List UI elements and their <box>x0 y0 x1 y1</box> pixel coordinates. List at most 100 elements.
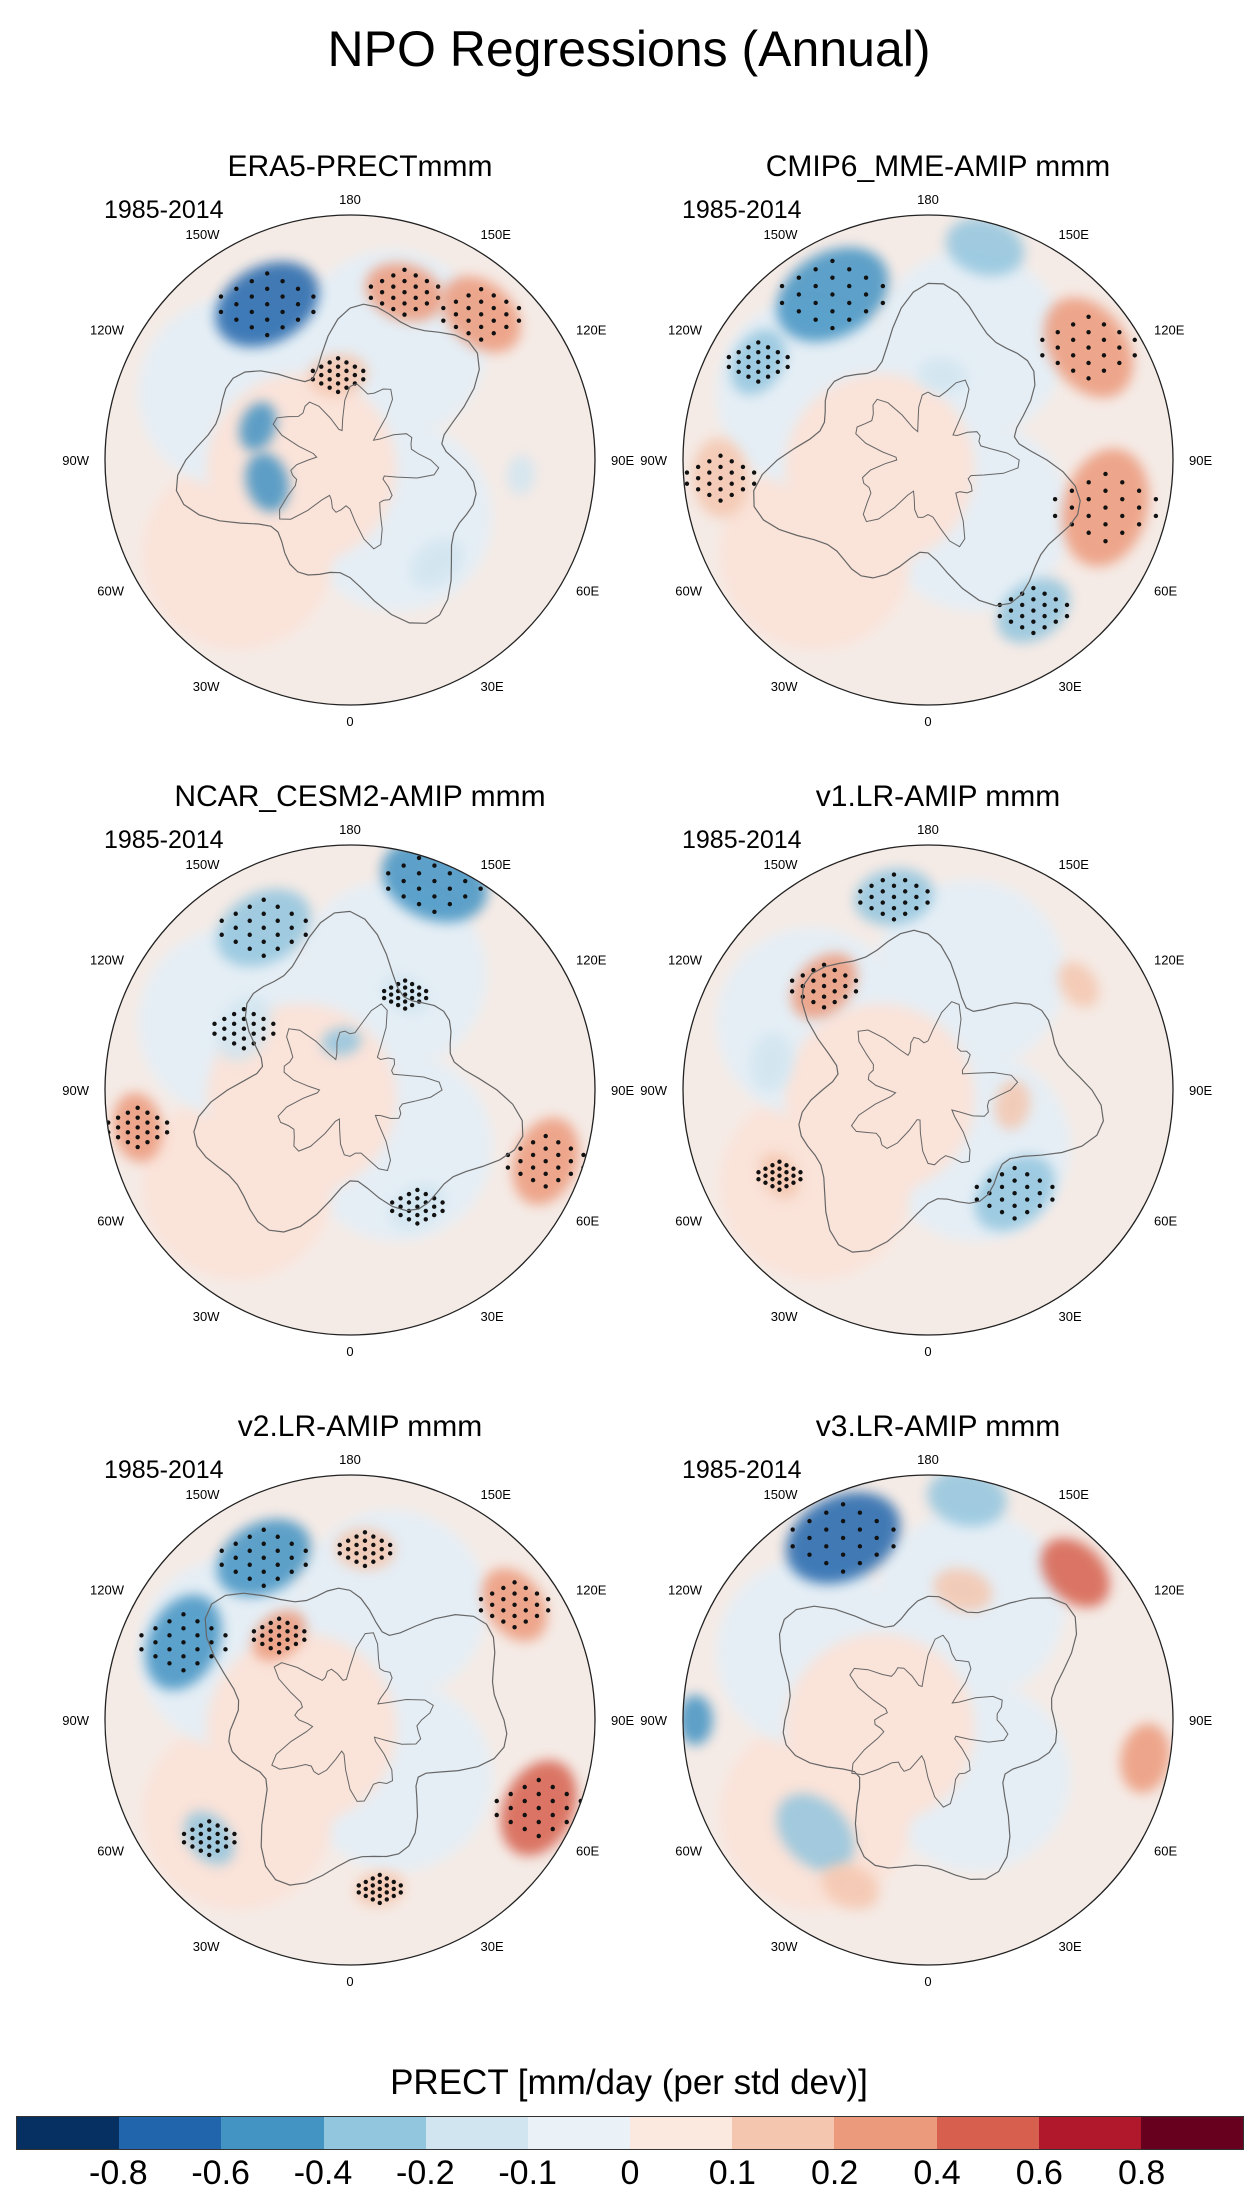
significance-dot <box>1050 1197 1054 1201</box>
significance-dot <box>1137 489 1141 493</box>
significance-dot <box>1065 603 1069 607</box>
significance-dot <box>1086 531 1090 535</box>
significance-dot <box>556 1140 560 1144</box>
significance-dot <box>830 309 834 313</box>
significance-dot <box>199 1823 203 1827</box>
significance-dot <box>546 1608 550 1612</box>
colorbar-swatch <box>17 2117 119 2149</box>
significance-dot <box>357 1883 361 1887</box>
significance-dot <box>1154 514 1158 518</box>
significance-dot <box>524 1619 528 1623</box>
significance-dot <box>551 1799 555 1803</box>
significance-dot <box>252 1012 256 1016</box>
colorbar-label: 0.1 <box>709 2154 756 2193</box>
significance-dot <box>1102 338 1106 342</box>
significance-dot <box>569 1159 573 1163</box>
significance-dot <box>864 276 868 280</box>
significance-dot <box>707 482 711 486</box>
field-patch <box>785 1634 975 1824</box>
significance-dot <box>685 470 689 474</box>
longitude-label: 120W <box>668 323 703 338</box>
significance-dot <box>454 325 458 329</box>
significance-dot <box>319 381 323 385</box>
significance-dot <box>813 301 817 305</box>
significance-dot <box>277 1642 281 1646</box>
significance-dot <box>390 1200 394 1204</box>
significance-dot <box>195 1633 199 1637</box>
significance-dot <box>807 1553 811 1557</box>
significance-dot <box>222 1017 226 1021</box>
longitude-label: 30E <box>481 679 504 694</box>
significance-dot <box>490 1603 494 1607</box>
significance-dot <box>219 310 223 314</box>
significance-dot <box>269 1629 273 1633</box>
significance-dot <box>363 1555 367 1559</box>
significance-dot <box>436 296 440 300</box>
significance-dot <box>410 989 414 993</box>
significance-dot <box>454 300 458 304</box>
longitude-label: 30E <box>1059 679 1082 694</box>
significance-dot <box>854 979 858 983</box>
significance-dot <box>336 381 340 385</box>
significance-dot <box>277 1625 281 1629</box>
colorbar <box>16 2116 1244 2150</box>
significance-dot <box>382 989 386 993</box>
significance-dot <box>1000 1197 1004 1201</box>
significance-dot <box>847 318 851 322</box>
significance-dot <box>1031 631 1035 635</box>
significance-dot <box>165 1120 169 1124</box>
significance-dot <box>417 985 421 989</box>
significance-dot <box>276 933 280 937</box>
significance-dot <box>380 301 384 305</box>
significance-dot <box>777 1160 781 1164</box>
significance-dot <box>512 1603 516 1607</box>
significance-dot <box>448 856 452 860</box>
colorbar-title: PRECT [mm/day (per std dev)] <box>0 2063 1258 2103</box>
significance-dot <box>791 1167 795 1171</box>
significance-dot <box>565 1806 569 1810</box>
significance-dot <box>746 375 750 379</box>
significance-dot <box>432 863 436 867</box>
significance-dot <box>790 1527 794 1531</box>
significance-dot <box>770 1170 774 1174</box>
significance-dot <box>199 1840 203 1844</box>
significance-dot <box>1042 603 1046 607</box>
significance-dot <box>424 989 428 993</box>
longitude-label: 90E <box>1189 453 1212 468</box>
significance-dot <box>155 1125 159 1129</box>
significance-dot <box>517 318 521 322</box>
significance-dot <box>797 309 801 313</box>
longitude-label: 60W <box>97 584 124 599</box>
longitude-label: 180 <box>339 192 361 207</box>
significance-dot <box>424 1209 428 1213</box>
significance-dot <box>791 1174 795 1178</box>
significance-dot <box>371 1534 375 1538</box>
significance-dot <box>746 345 750 349</box>
significance-dot <box>271 1031 275 1035</box>
significance-dot <box>807 1536 811 1540</box>
significance-dot <box>261 1027 265 1031</box>
significance-dot <box>265 317 269 321</box>
significance-dot <box>262 954 266 958</box>
significance-dot <box>414 296 418 300</box>
significance-dot <box>269 1621 273 1625</box>
longitude-label: 90W <box>62 1713 89 1728</box>
significance-dot <box>1053 497 1057 501</box>
significance-dot <box>998 614 1002 618</box>
significance-dot <box>269 1646 273 1650</box>
significance-dot <box>841 1553 845 1557</box>
significance-dot <box>380 1539 384 1543</box>
significance-dot <box>252 1629 256 1633</box>
longitude-label: 180 <box>917 192 939 207</box>
significance-dot <box>495 1813 499 1817</box>
significance-dot <box>265 271 269 275</box>
significance-dot <box>777 1174 781 1178</box>
significance-dot <box>832 968 836 972</box>
field-layer <box>683 210 1173 705</box>
significance-dot <box>1054 620 1058 624</box>
significance-dot <box>242 1007 246 1011</box>
significance-dot <box>207 1853 211 1857</box>
significance-dot <box>1020 603 1024 607</box>
significance-dot <box>1071 353 1075 357</box>
significance-dot <box>252 1031 256 1035</box>
